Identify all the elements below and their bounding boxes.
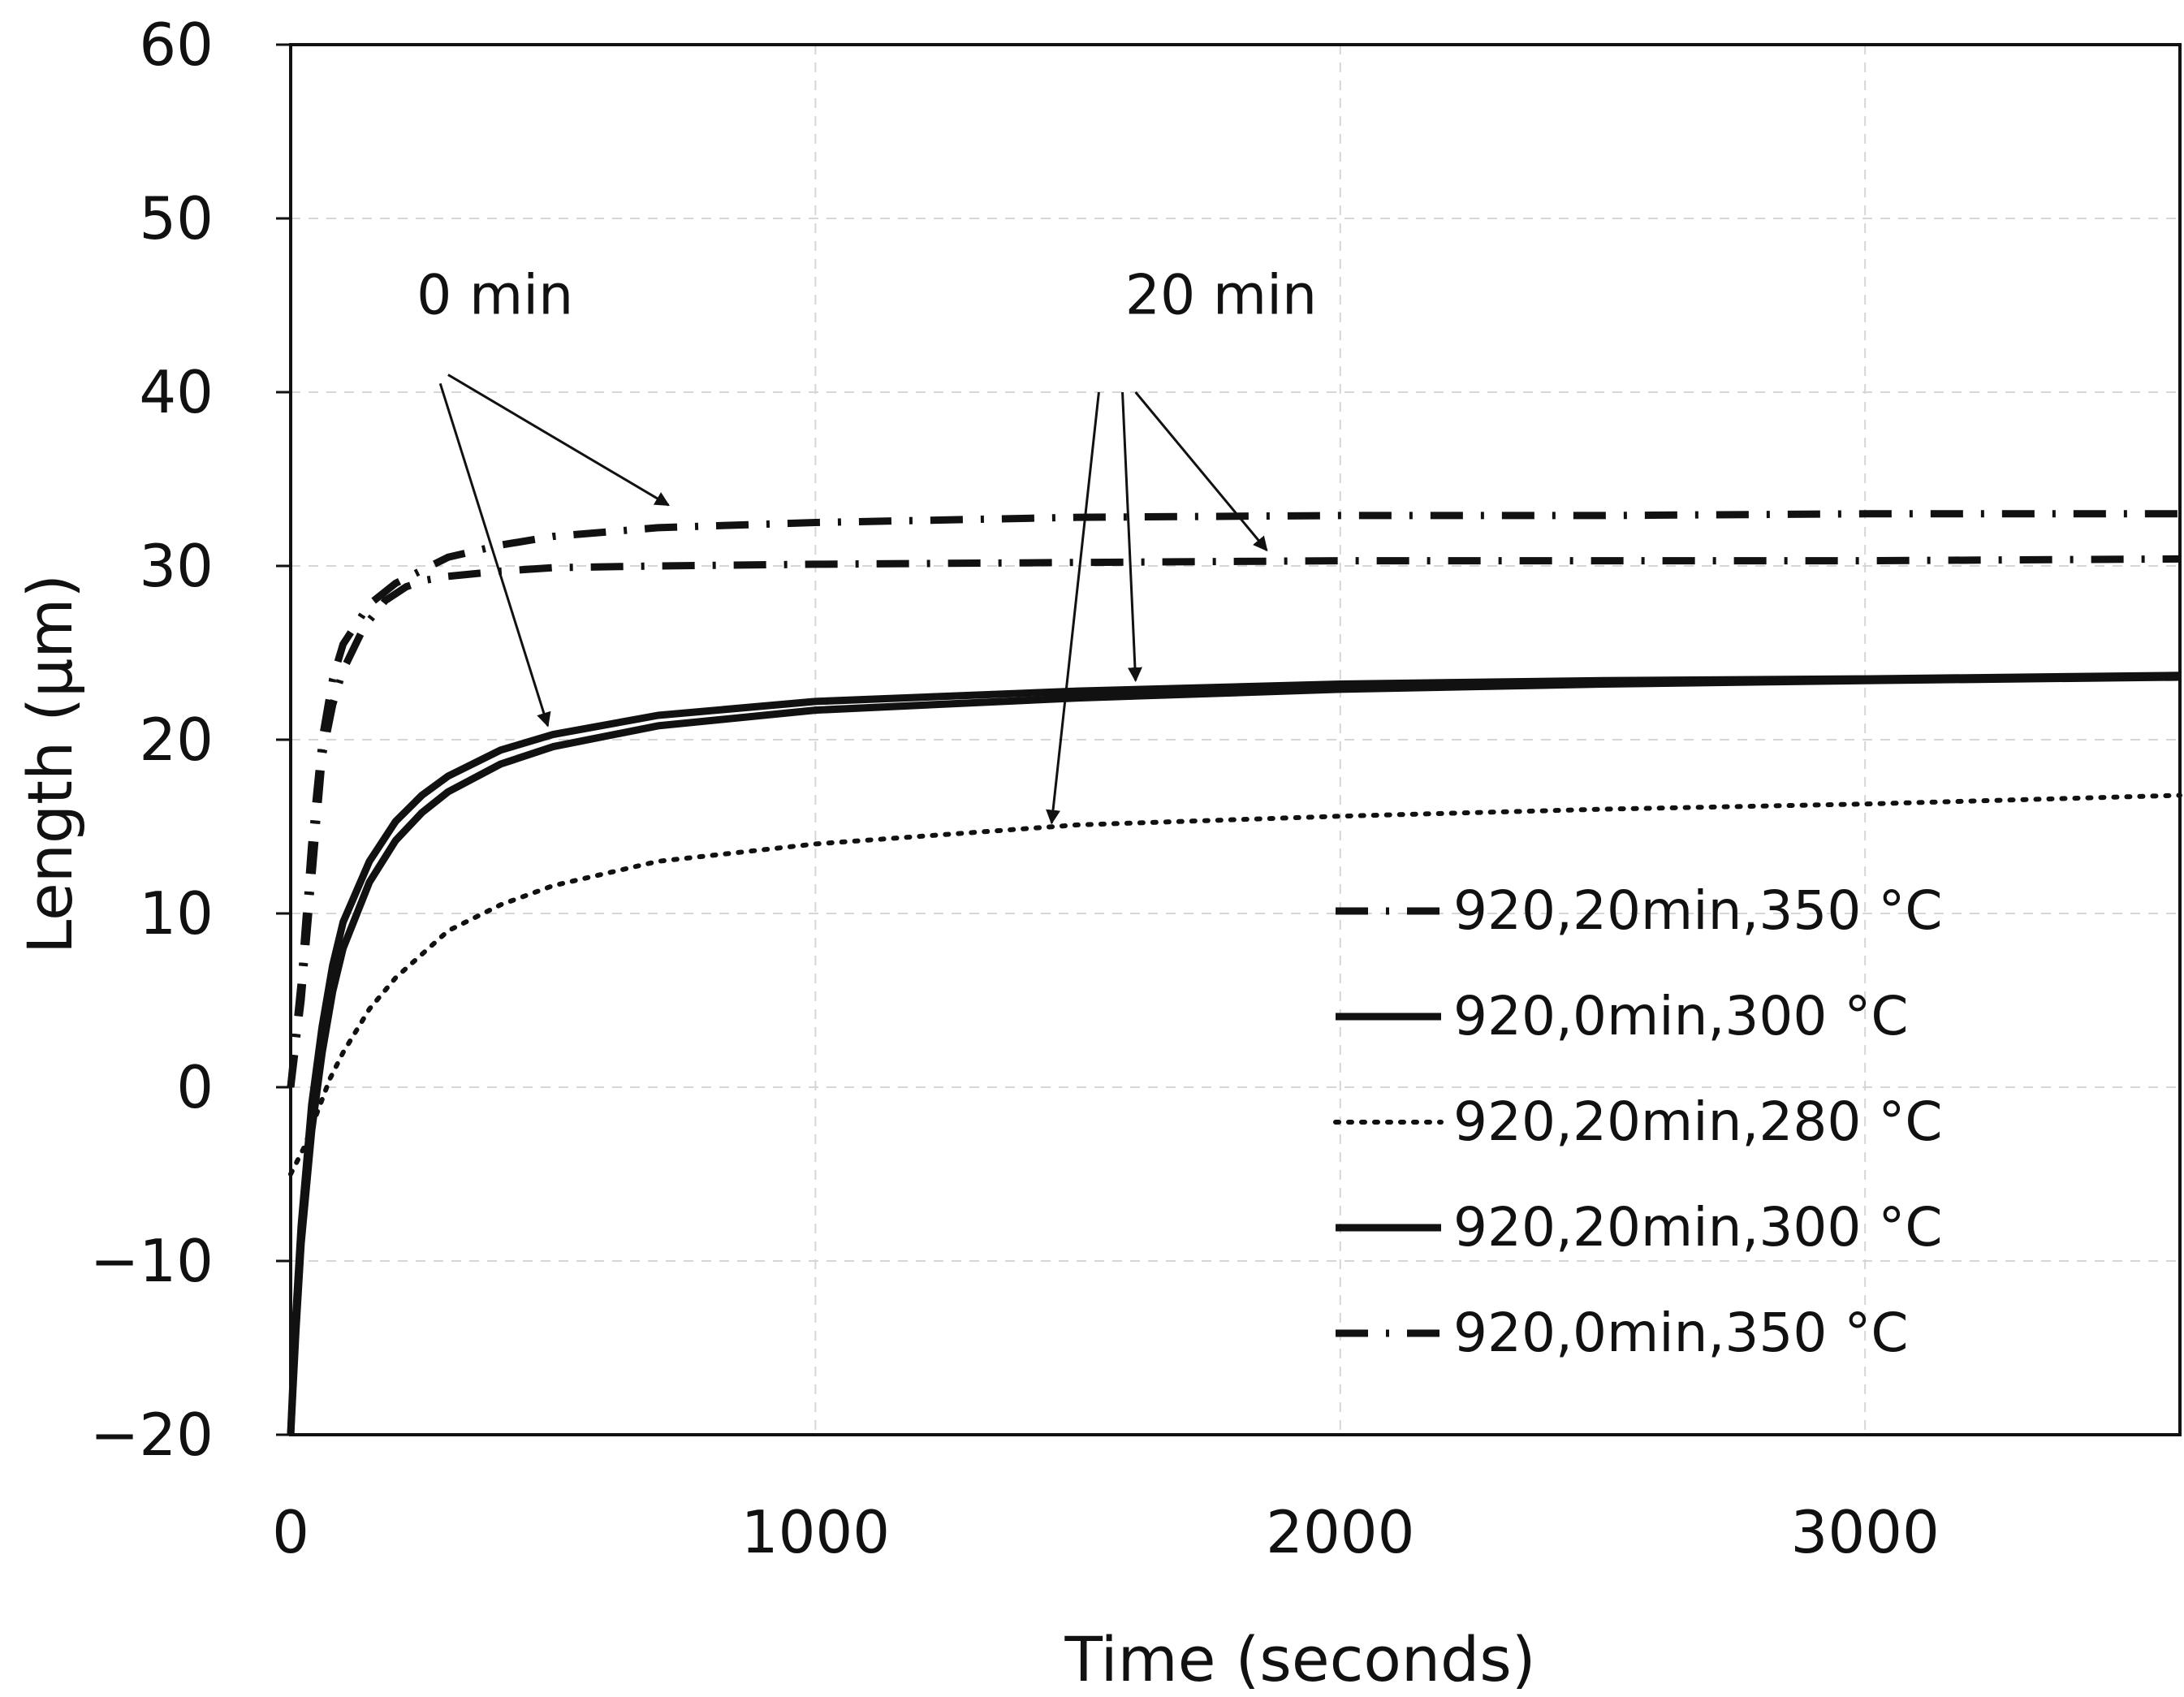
annotation-label-1: 0 min bbox=[417, 264, 573, 328]
y-tick-label: −20 bbox=[90, 1401, 214, 1469]
x-tick-label: 3000 bbox=[1791, 1498, 1940, 1566]
series-line-4 bbox=[287, 673, 2181, 1436]
series-line-5 bbox=[287, 510, 2180, 1088]
y-tick-label: 40 bbox=[139, 358, 214, 426]
legend: 920,20min,350 °C 920,0min,300 °C 920,20min… bbox=[1333, 879, 1942, 1364]
gridlines bbox=[291, 45, 2180, 1435]
series-lines bbox=[287, 510, 2182, 1436]
annotation-arrow bbox=[1121, 391, 1142, 683]
y-tick-label: −10 bbox=[90, 1227, 214, 1295]
legend-label: 920,20min,300 °C bbox=[1453, 1196, 1942, 1259]
legend-label: 920,20min,280 °C bbox=[1453, 1090, 1942, 1153]
y-tick-label: 20 bbox=[139, 706, 214, 774]
x-tick-label: 0 bbox=[272, 1498, 309, 1566]
y-tick-label: 50 bbox=[139, 184, 214, 253]
x-tick-label: 2000 bbox=[1266, 1498, 1414, 1566]
annotations: 0 min 20 min bbox=[417, 264, 1317, 825]
legend-label: 920,20min,350 °C bbox=[1453, 879, 1942, 942]
annotation-arrow bbox=[1046, 391, 1100, 825]
annotation-arrow bbox=[1134, 391, 1268, 552]
legend-label: 920,0min,350 °C bbox=[1453, 1302, 1908, 1364]
annotation-label-2: 20 min bbox=[1125, 264, 1317, 328]
series-line-3 bbox=[288, 792, 2182, 1177]
y-tick-label: 60 bbox=[139, 11, 214, 79]
legend-label: 920,0min,300 °C bbox=[1453, 985, 1908, 1047]
annotation-arrow bbox=[438, 382, 551, 728]
y-tick-label: 0 bbox=[176, 1053, 214, 1121]
y-tick-label: 30 bbox=[139, 532, 214, 600]
y-tick-label: 10 bbox=[139, 879, 214, 948]
x-axis-title: Time (seconds) bbox=[1064, 1623, 1535, 1695]
annotation-arrow bbox=[447, 374, 670, 507]
x-tick-label: 1000 bbox=[741, 1498, 890, 1566]
y-axis-title: Length (μm) bbox=[14, 574, 86, 954]
axis-ticks: −20 −10 0 10 20 30 40 50 60 0 1000 2000 3000 bbox=[90, 11, 1940, 1566]
